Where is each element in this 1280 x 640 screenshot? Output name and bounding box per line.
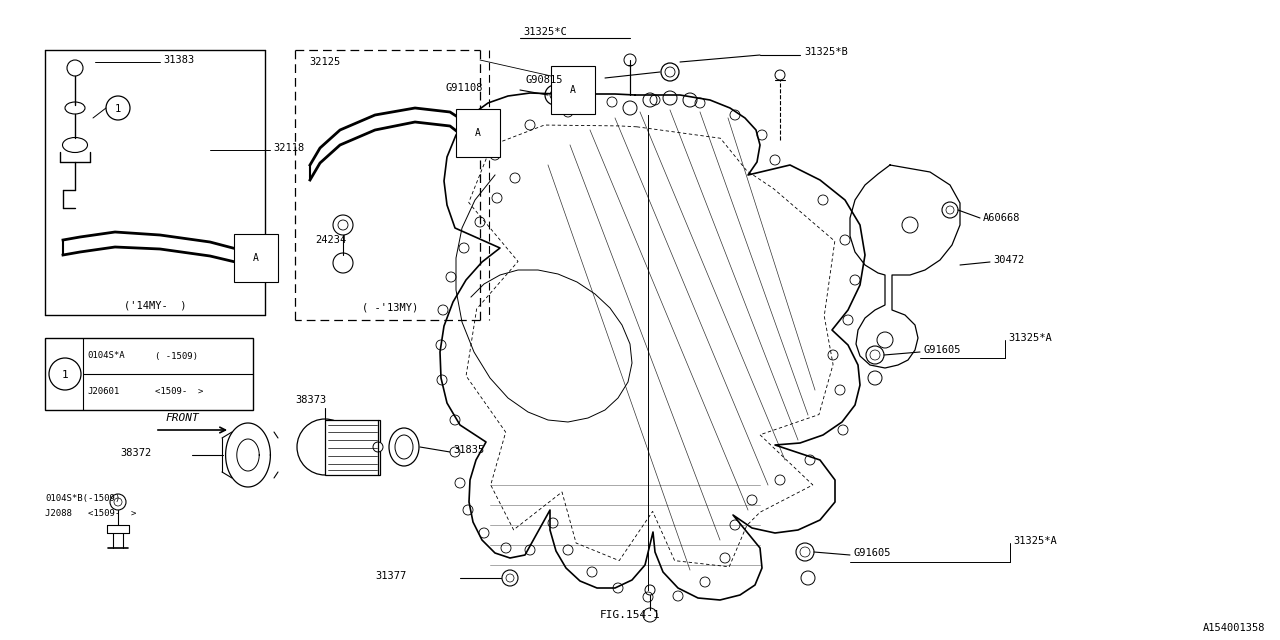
Text: J2088   <1509-  >: J2088 <1509- > bbox=[45, 509, 137, 518]
Text: J20601: J20601 bbox=[87, 387, 119, 397]
Text: 31325*C: 31325*C bbox=[524, 27, 567, 37]
Bar bbox=[325, 420, 380, 475]
Text: G91605: G91605 bbox=[852, 548, 891, 558]
Text: A: A bbox=[570, 85, 576, 95]
Text: 38372: 38372 bbox=[120, 448, 151, 458]
Text: 31325*A: 31325*A bbox=[1009, 333, 1052, 343]
Bar bbox=[45, 338, 253, 410]
Text: G90815: G90815 bbox=[525, 75, 562, 85]
Text: FRONT: FRONT bbox=[165, 413, 198, 423]
Text: A: A bbox=[475, 128, 481, 138]
Text: 0104S*B(-1509): 0104S*B(-1509) bbox=[45, 493, 120, 502]
Text: 31835: 31835 bbox=[453, 445, 484, 455]
Text: <1509-  >: <1509- > bbox=[155, 387, 204, 397]
Text: 1: 1 bbox=[61, 370, 68, 380]
Text: 32125: 32125 bbox=[310, 57, 340, 67]
Circle shape bbox=[372, 442, 383, 452]
Text: G91108: G91108 bbox=[445, 83, 483, 93]
Text: 31325*B: 31325*B bbox=[804, 47, 847, 57]
Text: A154001358: A154001358 bbox=[1202, 623, 1265, 633]
Text: FIG.154-1: FIG.154-1 bbox=[599, 610, 660, 620]
Text: 38373: 38373 bbox=[294, 395, 326, 405]
Text: 1: 1 bbox=[115, 104, 122, 114]
Text: ( -1509): ( -1509) bbox=[155, 351, 198, 360]
Text: ('14MY-  ): ('14MY- ) bbox=[124, 300, 187, 310]
Text: 31377: 31377 bbox=[375, 571, 406, 581]
Text: 32118: 32118 bbox=[273, 143, 305, 153]
Text: G91605: G91605 bbox=[923, 345, 960, 355]
Text: 30472: 30472 bbox=[993, 255, 1024, 265]
Ellipse shape bbox=[389, 428, 419, 466]
Circle shape bbox=[801, 571, 815, 585]
Ellipse shape bbox=[396, 435, 413, 459]
Text: 31383: 31383 bbox=[163, 55, 195, 65]
Text: A60668: A60668 bbox=[983, 213, 1020, 223]
Text: 0104S*A: 0104S*A bbox=[87, 351, 124, 360]
Circle shape bbox=[868, 371, 882, 385]
Text: 24234: 24234 bbox=[315, 235, 347, 245]
Text: ( -'13MY): ( -'13MY) bbox=[362, 303, 419, 313]
Text: A: A bbox=[253, 253, 259, 263]
Text: 31325*A: 31325*A bbox=[1012, 536, 1057, 546]
